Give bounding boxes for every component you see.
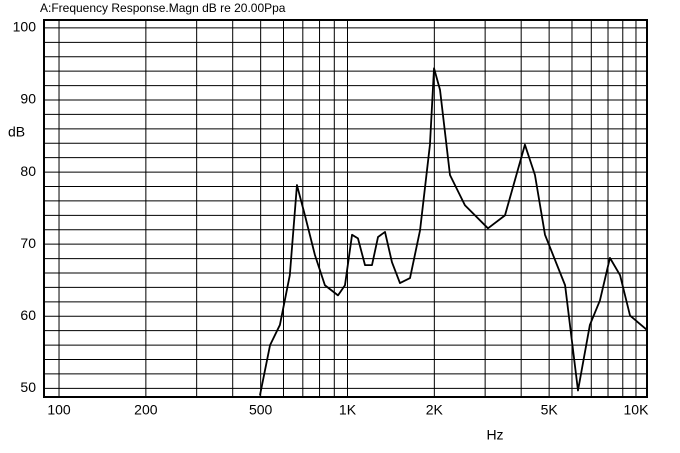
x-tick-label: 10K <box>624 402 650 418</box>
chart-title: A:Frequency Response.Magn dB re 20.00Ppa <box>40 1 286 15</box>
y-tick-label: 80 <box>20 163 36 179</box>
y-tick-label: 70 <box>20 235 36 251</box>
y-tick-label: 90 <box>20 91 36 107</box>
y-tick-label: 60 <box>20 307 36 323</box>
x-axis-label: Hz <box>486 427 503 443</box>
x-tick-label: 5K <box>541 402 559 418</box>
y-tick-label: 50 <box>20 379 36 395</box>
x-tick-label: 100 <box>47 402 71 418</box>
y-tick-label: 100 <box>13 19 37 35</box>
x-tick-label: 500 <box>249 402 273 418</box>
x-tick-label: 1K <box>339 402 357 418</box>
x-tick-label: 200 <box>134 402 158 418</box>
x-tick-label: 2K <box>426 402 444 418</box>
y-axis-label: dB <box>8 124 25 140</box>
response-curve <box>259 67 648 396</box>
plot-frame <box>43 19 648 398</box>
